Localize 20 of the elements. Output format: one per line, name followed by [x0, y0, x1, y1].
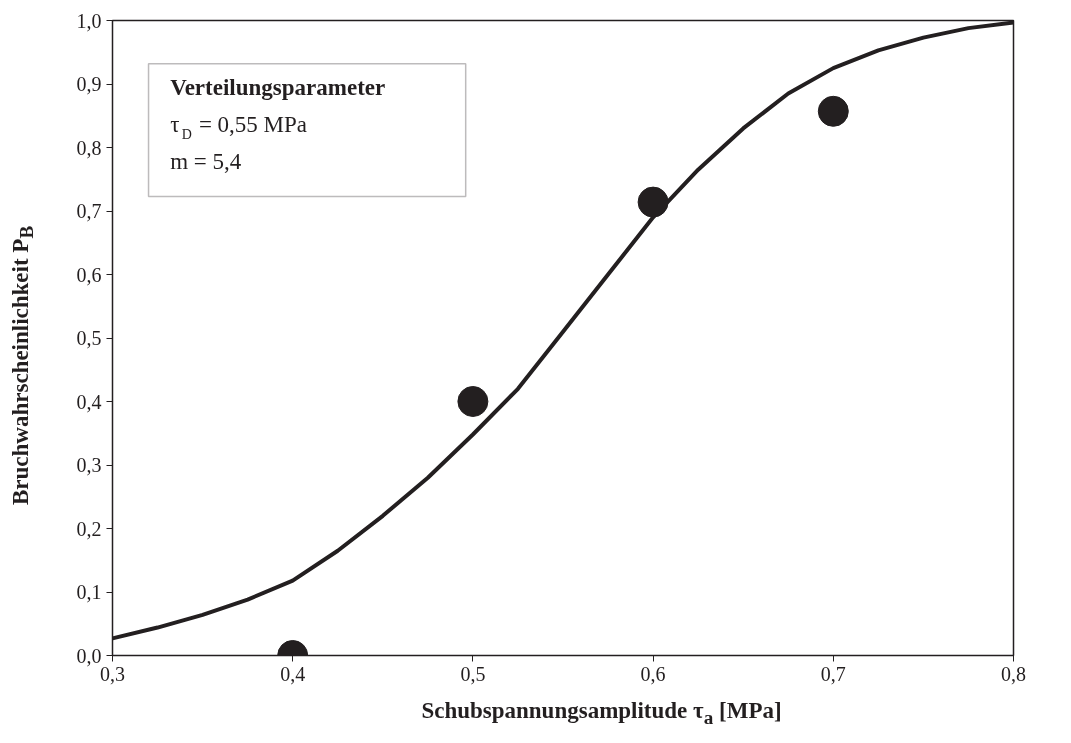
y-tick-label: 0,7 — [76, 200, 102, 222]
x-tick-label: 0,6 — [640, 662, 666, 685]
x-tick-label: 0,4 — [280, 662, 306, 685]
y-tick-label: 0,5 — [76, 327, 102, 349]
y-tick-label: 0,1 — [76, 581, 102, 603]
y-tick-label: 0,8 — [76, 136, 102, 159]
y-tick-label: 1,0 — [76, 9, 102, 32]
annotation: m = 5,4 — [170, 148, 242, 174]
x-tick-label: 0,7 — [820, 662, 846, 685]
x-tick-label: 0,3 — [100, 662, 125, 685]
annotation: Verteilungsparameter — [170, 74, 386, 100]
y-tick-label: 0,4 — [76, 390, 102, 413]
y-tick-label: 0,9 — [76, 73, 102, 95]
x-tick-label: 0,8 — [1001, 662, 1026, 685]
y-tick-label: 0,6 — [76, 263, 102, 286]
x-tick-label: 0,5 — [460, 662, 486, 685]
y-tick-label: 0,2 — [76, 517, 102, 540]
x-axis-title: Schubspannungsamplitude τ$_{a}$ [MPa] — [421, 697, 782, 730]
y-tick-label: 0,0 — [76, 644, 102, 667]
y-tick-label: 0,3 — [76, 454, 102, 476]
